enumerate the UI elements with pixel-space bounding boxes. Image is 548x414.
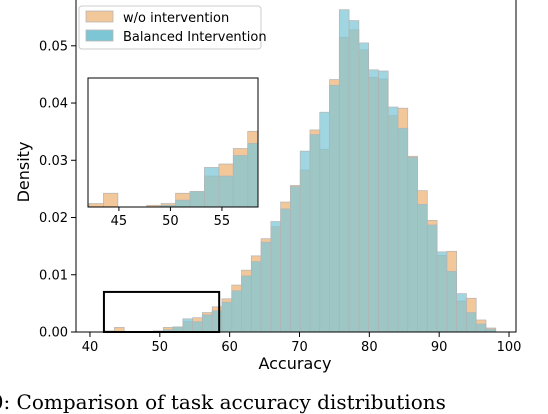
balanced-intervention-bar-22 xyxy=(368,69,379,333)
inset-x-tick-label: 45 xyxy=(111,214,128,229)
balanced-intervention-bar-26 xyxy=(407,157,418,333)
balanced-intervention-bar-4 xyxy=(192,321,203,333)
legend: w/o intervention Balanced Intervention xyxy=(78,5,267,50)
legend-label-balanced-intervention: Balanced Intervention xyxy=(123,30,267,45)
x-tick-label: 90 xyxy=(431,340,448,355)
balanced-intervention-bar-3 xyxy=(182,318,193,333)
y-tick-label: 0.05 xyxy=(39,39,68,54)
y-tick-label: 0.01 xyxy=(39,268,68,283)
y-tick-label: 0.03 xyxy=(39,154,68,169)
legend-frame xyxy=(78,5,262,50)
balanced-intervention-bar-32 xyxy=(466,312,477,333)
balanced-intervention-bar-23 xyxy=(378,70,389,333)
balanced-intervention-bar-9 xyxy=(241,275,252,333)
balanced-intervention-bar-6 xyxy=(211,310,223,333)
inset-balanced-intervention-bar-3 xyxy=(204,167,220,207)
inset-balanced-intervention-bar-4 xyxy=(218,175,234,207)
inset-without-intervention-bar-0 xyxy=(88,203,104,207)
balanced-intervention-bar-25 xyxy=(397,127,409,333)
balanced-intervention-bar-18 xyxy=(329,84,340,333)
legend-label-without-intervention: w/o intervention xyxy=(123,11,229,26)
balanced-intervention-bar-33 xyxy=(475,323,487,333)
y-tick-label: 0.00 xyxy=(39,326,68,341)
x-tick-label: 40 xyxy=(82,340,99,355)
inset-balanced-intervention-bar-2 xyxy=(189,191,205,207)
y-tick-label: 0.04 xyxy=(39,97,68,112)
balanced-intervention-bar-19 xyxy=(338,9,350,333)
legend-swatch-without-intervention xyxy=(85,10,114,23)
balanced-intervention-bar-27 xyxy=(417,204,428,333)
inset-balanced-intervention-bar-6 xyxy=(247,143,258,207)
x-tick-label: 70 xyxy=(291,340,308,355)
figure-caption: 10: Comparison of task accuracy distribu… xyxy=(0,390,446,414)
inset-balanced-intervention-bar-5 xyxy=(232,155,249,207)
inset-x-tick-label: 55 xyxy=(214,214,231,229)
balanced-intervention-bar-16 xyxy=(309,134,321,333)
legend-swatch-balanced-intervention xyxy=(85,29,114,42)
balanced-intervention-bar-15 xyxy=(299,150,311,333)
x-axis-label: Accuracy xyxy=(258,354,331,373)
x-axis-ticks: 40 50 60 70 80 90 100 xyxy=(82,332,522,355)
balanced-intervention-bar-8 xyxy=(231,290,242,333)
balanced-intervention-bar-11 xyxy=(260,241,272,333)
balanced-intervention-bar-29 xyxy=(436,251,448,333)
balanced-intervention-bar-24 xyxy=(387,106,399,333)
inset-without-intervention-bar-1 xyxy=(103,192,119,207)
inset-x-tick-label: 50 xyxy=(162,214,179,229)
balanced-intervention-bar-7 xyxy=(221,301,233,333)
zoom-inset: 45 50 55 xyxy=(87,77,259,229)
balanced-intervention-bar-12 xyxy=(270,221,281,333)
x-tick-label: 80 xyxy=(361,340,378,355)
x-tick-label: 50 xyxy=(152,340,169,355)
inset-frame xyxy=(87,77,259,208)
balanced-intervention-bar-17 xyxy=(319,111,330,333)
balanced-intervention-bar-20 xyxy=(348,20,360,333)
inset-bars-top xyxy=(160,143,258,207)
balanced-intervention-bar-21 xyxy=(358,42,369,333)
inset-x-ticks: 45 50 55 xyxy=(111,207,231,229)
inset-balanced-intervention-bar-1 xyxy=(175,199,191,207)
x-tick-label: 100 xyxy=(497,340,522,355)
y-axis-ticks: 0.00 0.01 0.02 0.03 0.04 0.05 xyxy=(39,39,76,341)
balanced-intervention-bar-28 xyxy=(426,224,438,333)
y-axis-label: Density xyxy=(14,142,33,203)
x-tick-label: 60 xyxy=(221,340,238,355)
main-bars-top xyxy=(153,9,497,333)
y-tick-label: 0.02 xyxy=(39,211,68,226)
plot-frame xyxy=(75,0,517,333)
balanced-intervention-bar-31 xyxy=(456,293,467,333)
balanced-intervention-bar-30 xyxy=(446,270,457,333)
balanced-intervention-bar-5 xyxy=(202,314,213,333)
balanced-intervention-bar-14 xyxy=(290,186,301,333)
balanced-intervention-bar-13 xyxy=(280,208,291,333)
balanced-intervention-bar-10 xyxy=(250,261,262,333)
